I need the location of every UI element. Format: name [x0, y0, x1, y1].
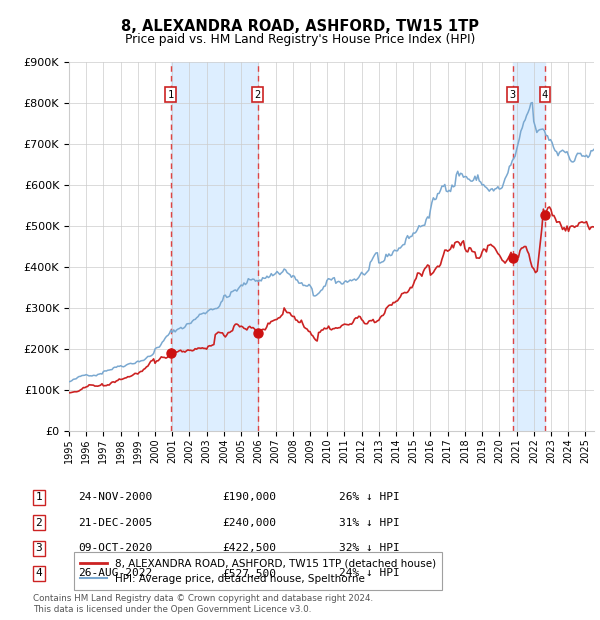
Text: 09-OCT-2020: 09-OCT-2020 — [78, 543, 152, 553]
Text: 26-AUG-2022: 26-AUG-2022 — [78, 569, 152, 578]
Text: 4: 4 — [542, 90, 548, 100]
Text: 24-NOV-2000: 24-NOV-2000 — [78, 492, 152, 502]
Text: 8, ALEXANDRA ROAD, ASHFORD, TW15 1TP: 8, ALEXANDRA ROAD, ASHFORD, TW15 1TP — [121, 19, 479, 33]
Text: 1: 1 — [35, 492, 43, 502]
Text: £240,000: £240,000 — [222, 518, 276, 528]
Text: £190,000: £190,000 — [222, 492, 276, 502]
Text: 24% ↓ HPI: 24% ↓ HPI — [339, 569, 400, 578]
Bar — [170, 62, 258, 431]
Text: Price paid vs. HM Land Registry's House Price Index (HPI): Price paid vs. HM Land Registry's House … — [125, 33, 475, 46]
Bar — [512, 62, 545, 431]
Text: 4: 4 — [35, 569, 43, 578]
Text: 21-DEC-2005: 21-DEC-2005 — [78, 518, 152, 528]
Text: 31% ↓ HPI: 31% ↓ HPI — [339, 518, 400, 528]
Text: 32% ↓ HPI: 32% ↓ HPI — [339, 543, 400, 553]
Text: 1: 1 — [167, 90, 173, 100]
Legend: 8, ALEXANDRA ROAD, ASHFORD, TW15 1TP (detached house), HPI: Average price, detac: 8, ALEXANDRA ROAD, ASHFORD, TW15 1TP (de… — [74, 552, 442, 590]
Text: 26% ↓ HPI: 26% ↓ HPI — [339, 492, 400, 502]
Text: £527,500: £527,500 — [222, 569, 276, 578]
Text: 3: 3 — [509, 90, 516, 100]
Text: Contains HM Land Registry data © Crown copyright and database right 2024.
This d: Contains HM Land Registry data © Crown c… — [33, 595, 373, 614]
Text: £422,500: £422,500 — [222, 543, 276, 553]
Text: 2: 2 — [255, 90, 261, 100]
Text: 2: 2 — [35, 518, 43, 528]
Text: 3: 3 — [35, 543, 43, 553]
